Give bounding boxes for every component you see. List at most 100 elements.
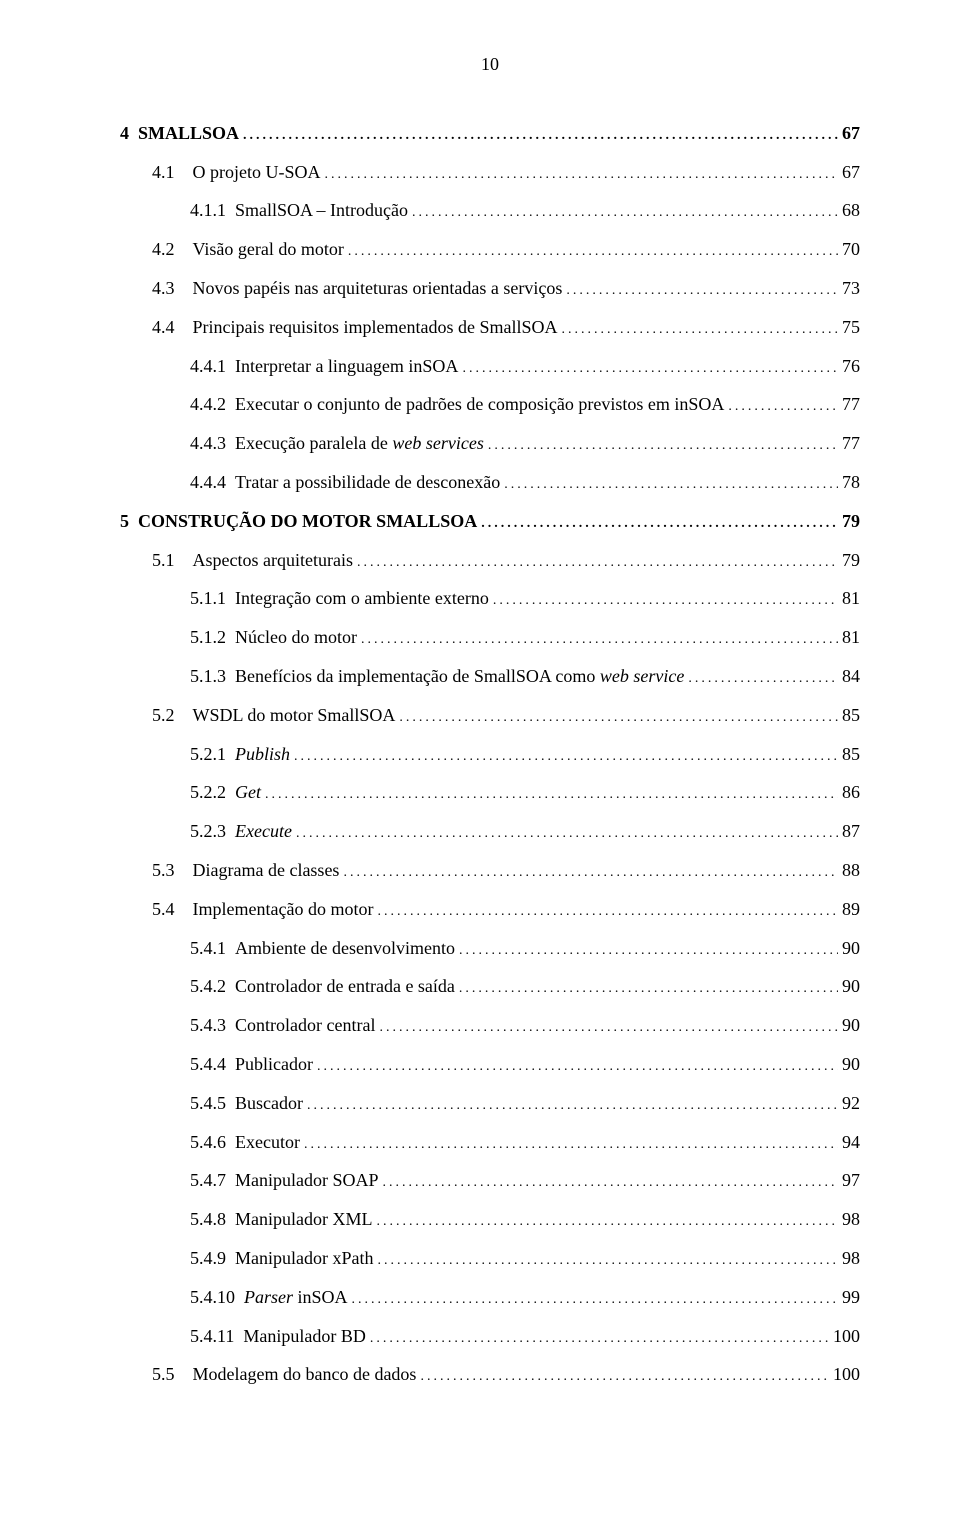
toc-dots (459, 972, 838, 1001)
toc-entry-label: 4.4.2 Executar o conjunto de padrões de … (190, 390, 724, 419)
toc-entry: 5.2.3 Execute87 (120, 817, 860, 846)
toc-dots (304, 1128, 838, 1157)
toc-entry-number: 5.4.9 (190, 1248, 226, 1268)
toc-entry: 4.1.1 SmallSOA – Introdução 68 (120, 196, 860, 225)
toc-entry-title: Tratar a possibilidade de desconexão (235, 472, 500, 492)
toc-entry-label: 5.2.1 Publish (190, 740, 290, 769)
toc-dots (561, 313, 838, 342)
toc-entry-label: 4.4.1 Interpretar a linguagem inSOA (190, 352, 458, 381)
toc-dots (377, 895, 838, 924)
toc-entry: 4.3 Novos papéis nas arquiteturas orient… (120, 274, 860, 303)
toc-dots (376, 1205, 838, 1234)
toc-entry-page: 67 (842, 158, 860, 187)
toc-entry-label: 5.4.5 Buscador (190, 1089, 303, 1118)
toc-entry-number: 4.1 (152, 162, 175, 182)
toc-dots (399, 701, 838, 730)
toc-entry-page: 98 (842, 1205, 860, 1234)
toc-entry-page: 77 (842, 390, 860, 419)
toc-entry-page: 81 (842, 584, 860, 613)
toc-dots (265, 778, 838, 807)
toc-entry-page: 78 (842, 468, 860, 497)
toc-entry-page: 68 (842, 196, 860, 225)
toc-entry-page: 75 (842, 313, 860, 342)
toc-entry: 5.4.9 Manipulador xPath98 (120, 1244, 860, 1273)
toc-entry: 5.2.2 Get86 (120, 778, 860, 807)
toc-entry: 5.4.3 Controlador central 90 (120, 1011, 860, 1040)
toc-entry-title: Executar o conjunto de padrões de compos… (235, 394, 724, 414)
toc-dots (348, 235, 838, 264)
toc-entry: 5 CONSTRUÇÃO DO MOTOR SMALLSOA79 (120, 507, 860, 536)
toc-entry-title: Modelagem do banco de dados (193, 1364, 417, 1384)
toc-entry-title: Visão geral do motor (193, 239, 344, 259)
toc-entry-title: Diagrama de classes (193, 860, 340, 880)
toc-entry: 4.1 O projeto U-SOA67 (120, 158, 860, 187)
toc-entry-label: 4.1.1 SmallSOA – Introdução (190, 196, 408, 225)
toc-entry-number: 5.2.2 (190, 782, 226, 802)
toc-entry: 4 SMALLSOA67 (120, 119, 860, 148)
toc-entry-title: Implementação do motor (193, 899, 374, 919)
toc-entry: 5.4.10 Parser inSOA99 (120, 1283, 860, 1312)
toc-entry-label: 5.1.3 Benefícios da implementação de Sma… (190, 662, 684, 691)
toc-entry-title: Novos papéis nas arquiteturas orientadas… (193, 278, 563, 298)
toc-entry-page: 77 (842, 429, 860, 458)
toc-entry: 5.4.6 Executor 94 (120, 1128, 860, 1157)
toc-entry-page: 90 (842, 1011, 860, 1040)
toc-entry-title: Publish (235, 744, 290, 764)
toc-entry-number: 5.1.1 (190, 588, 226, 608)
toc-entry: 5.4.2 Controlador de entrada e saída90 (120, 972, 860, 1001)
toc-dots (325, 158, 839, 187)
toc-dots (379, 1011, 838, 1040)
toc-entry: 5.1.2 Núcleo do motor81 (120, 623, 860, 652)
toc-entry-label: 4.2 Visão geral do motor (152, 235, 344, 264)
toc-dots (412, 196, 838, 225)
toc-entry-page: 100 (833, 1360, 860, 1389)
toc-dots (420, 1360, 829, 1389)
toc-entry-title: SmallSOA – Introdução (235, 200, 408, 220)
toc-entry-page: 76 (842, 352, 860, 381)
toc-entry-page: 94 (842, 1128, 860, 1157)
toc-dots (307, 1089, 838, 1118)
toc-entry-title: Buscador (235, 1093, 303, 1113)
toc-dots (294, 740, 838, 769)
toc-entry-title: Parser (244, 1287, 293, 1307)
toc-entry-page: 87 (842, 817, 860, 846)
toc-entry-page: 70 (842, 235, 860, 264)
toc-entry-number: 5.2.3 (190, 821, 226, 841)
toc-entry: 5.5 Modelagem do banco de dados 100 (120, 1360, 860, 1389)
toc-entry-number: 5.4.7 (190, 1170, 226, 1190)
toc-entry: 5.2 WSDL do motor SmallSOA85 (120, 701, 860, 730)
toc-entry-label: 5.4.4 Publicador (190, 1050, 313, 1079)
toc-entry-page: 79 (842, 507, 860, 536)
toc-entry-page: 79 (842, 546, 860, 575)
toc-entry: 5.4 Implementação do motor89 (120, 895, 860, 924)
toc-entry-page: 90 (842, 1050, 860, 1079)
toc-entry-label: 5.4.3 Controlador central (190, 1011, 375, 1040)
toc-entry-number: 5.4.4 (190, 1054, 226, 1074)
toc-entry-number: 5.2.1 (190, 744, 226, 764)
toc-entry-title: CONSTRUÇÃO DO MOTOR SMALLSOA (138, 511, 477, 531)
toc-entry-page: 99 (842, 1283, 860, 1312)
toc-entry-title: SMALLSOA (138, 123, 239, 143)
toc-entry-number: 4.4.3 (190, 433, 226, 453)
toc-entry-label: 5.4.6 Executor (190, 1128, 300, 1157)
toc-entry-label: 5.4.7 Manipulador SOAP (190, 1166, 379, 1195)
toc-dots (383, 1166, 839, 1195)
toc-entry-label: 4.4 Principais requisitos implementados … (152, 313, 557, 342)
toc-entry-number: 5.5 (152, 1364, 175, 1384)
toc-entry-title: Manipulador BD (243, 1326, 365, 1346)
toc-entry-number: 5.4.1 (190, 938, 226, 958)
toc-entry: 4.2 Visão geral do motor 70 (120, 235, 860, 264)
toc-entry: 4.4.2 Executar o conjunto de padrões de … (120, 390, 860, 419)
toc-entry-page: 81 (842, 623, 860, 652)
toc-entry-label: 5.4.1 Ambiente de desenvolvimento (190, 934, 455, 963)
toc-entry-page: 84 (842, 662, 860, 691)
toc-entry: 5.1.3 Benefícios da implementação de Sma… (120, 662, 860, 691)
toc-dots (361, 623, 838, 652)
toc-entry-number: 4.1.1 (190, 200, 226, 220)
toc-entry: 5.3 Diagrama de classes88 (120, 856, 860, 885)
toc-entry-title: Controlador central (235, 1015, 375, 1035)
toc-entry: 5.4.5 Buscador92 (120, 1089, 860, 1118)
toc-dots (317, 1050, 838, 1079)
toc-entry: 5.4.1 Ambiente de desenvolvimento90 (120, 934, 860, 963)
toc-entry-number: 4.4.2 (190, 394, 226, 414)
